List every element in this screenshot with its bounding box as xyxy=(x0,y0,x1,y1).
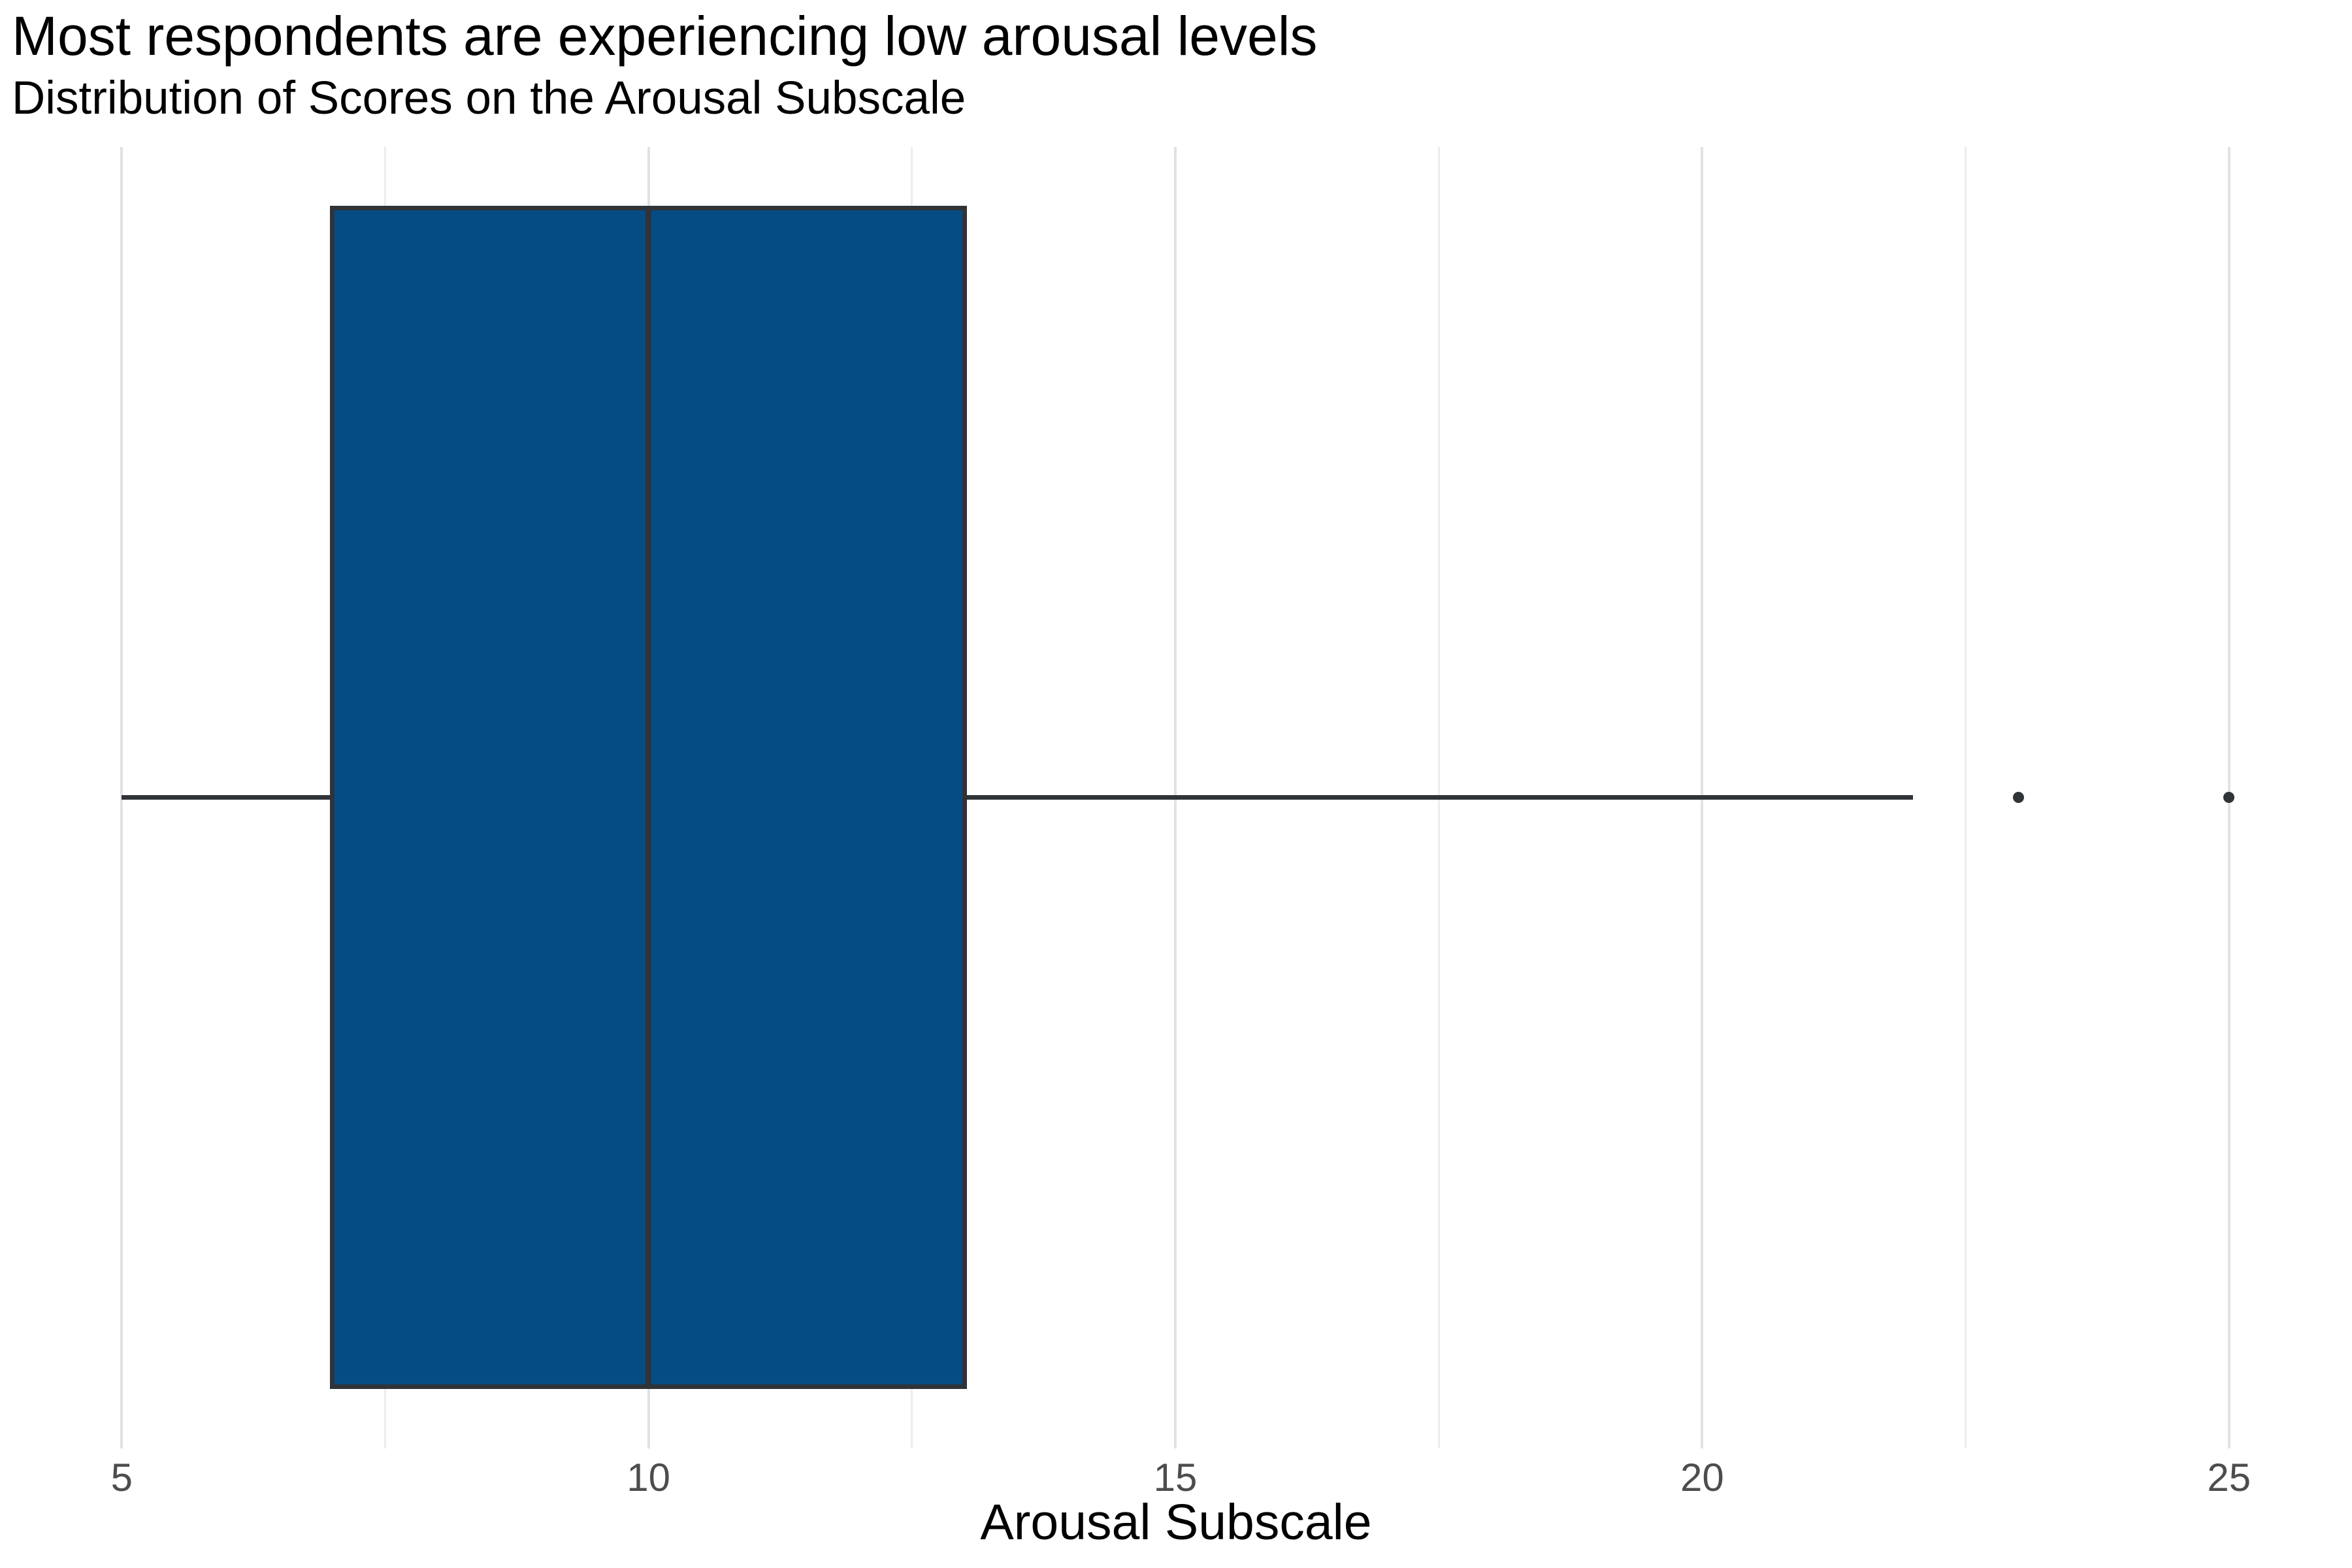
whisker-left xyxy=(122,794,333,800)
outlier-point xyxy=(2012,791,2024,803)
x-tick-label: 15 xyxy=(1153,1456,1198,1499)
x-tick-label: 25 xyxy=(2207,1456,2251,1499)
x-tick-label: 5 xyxy=(110,1456,133,1499)
outlier-point xyxy=(2223,791,2235,803)
x-axis-title: Arousal Subscale xyxy=(980,1494,1372,1550)
chart-subtitle: Distribution of Scores on the Arousal Su… xyxy=(12,73,966,124)
gridline-minor xyxy=(1965,147,1967,1448)
x-axis: 5 10 15 20 25 xyxy=(0,1448,2352,1568)
chart-title: Most respondents are experiencing low ar… xyxy=(12,5,1318,67)
plot-panel xyxy=(0,147,2352,1448)
whisker-right xyxy=(964,794,1913,800)
x-tick-label: 20 xyxy=(1680,1456,1724,1499)
x-tick-label: 10 xyxy=(627,1456,670,1499)
median-line xyxy=(645,206,652,1389)
